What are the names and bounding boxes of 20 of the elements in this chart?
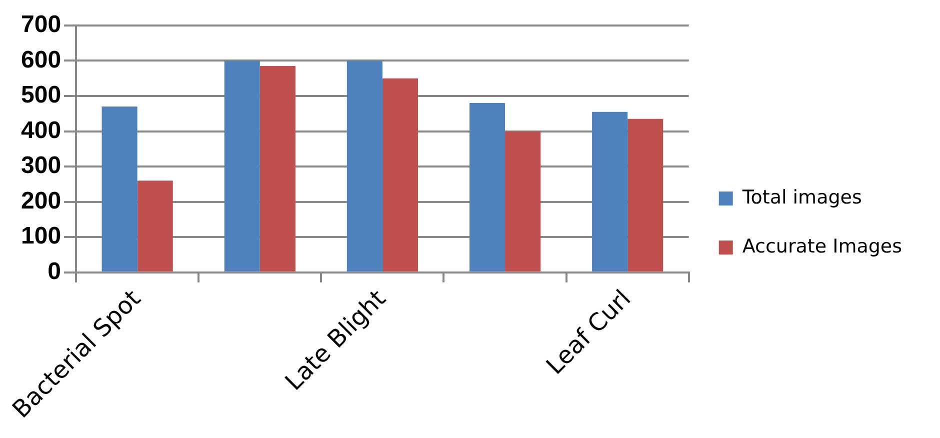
bar — [346, 60, 382, 272]
bar — [137, 180, 173, 272]
bar — [628, 118, 664, 272]
legend-label: Total images — [741, 186, 862, 208]
bar — [505, 131, 541, 272]
y-tick-label: 700 — [20, 11, 62, 38]
bar — [382, 78, 418, 272]
bar — [224, 60, 260, 272]
y-tick-label: 500 — [20, 82, 62, 109]
y-tick-label: 300 — [20, 152, 62, 180]
bar — [592, 112, 628, 272]
y-tick-label: 0 — [48, 258, 62, 286]
legend-label: Accurate Images — [742, 235, 902, 258]
bar — [260, 66, 296, 272]
y-tick-label: 200 — [20, 187, 62, 214]
y-tick-label: 100 — [20, 222, 62, 250]
y-tick-label: 400 — [20, 116, 62, 144]
y-tick-label: 600 — [20, 46, 62, 74]
bar — [469, 103, 506, 272]
bar — [102, 106, 138, 272]
